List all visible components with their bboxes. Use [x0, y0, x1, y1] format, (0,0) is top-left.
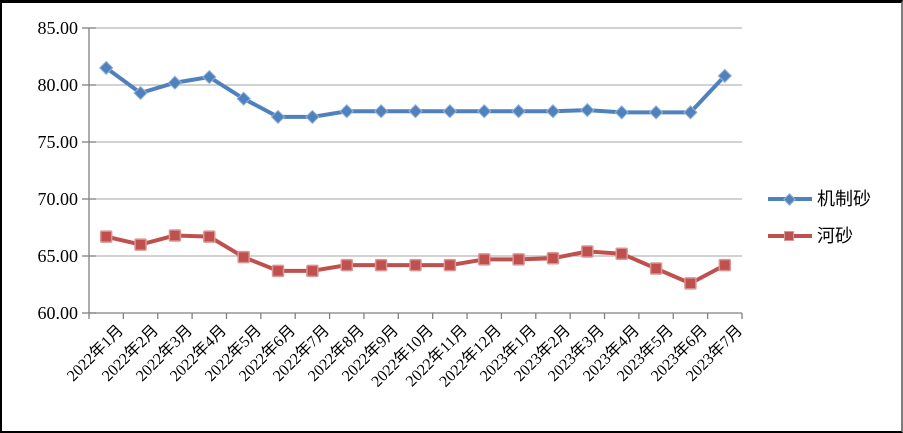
- data-point-marker: [717, 68, 733, 84]
- data-point-marker: [477, 253, 491, 266]
- line-chart-plot: [82, 27, 743, 319]
- data-point-marker: [134, 238, 147, 251]
- data-point-marker: [648, 105, 664, 120]
- data-point-marker: [615, 247, 628, 260]
- legend-label-river-sand: 河砂: [817, 226, 853, 246]
- data-point-marker: [202, 69, 217, 85]
- data-point-marker: [203, 230, 216, 243]
- data-point-marker: [99, 230, 113, 243]
- data-point-marker: [236, 91, 251, 106]
- data-point-marker: [271, 264, 285, 278]
- data-point-marker: [683, 105, 698, 120]
- data-point-marker: [511, 104, 526, 119]
- legend-square-marker-icon: [768, 225, 812, 247]
- data-point-marker: [546, 252, 560, 265]
- data-point-marker: [340, 258, 354, 272]
- data-point-marker: [373, 104, 389, 119]
- data-point-marker: [237, 250, 250, 264]
- legend-diamond-marker-icon: [768, 188, 812, 210]
- data-point-marker: [718, 258, 732, 272]
- data-point-marker: [168, 229, 182, 242]
- data-point-marker: [581, 245, 594, 258]
- data-point-marker: [374, 258, 388, 272]
- data-point-marker: [442, 104, 458, 119]
- data-point-marker: [305, 109, 320, 125]
- data-point-marker: [684, 277, 697, 290]
- legend-item-machine-sand: 机制砂: [768, 188, 871, 210]
- data-point-marker: [409, 258, 422, 272]
- data-point-marker: [408, 104, 423, 119]
- data-point-marker: [580, 102, 595, 118]
- y-axis-tick-label: 85.00: [37, 18, 79, 38]
- data-point-marker: [270, 109, 286, 125]
- data-point-marker: [512, 253, 525, 266]
- data-point-marker: [98, 60, 114, 76]
- y-axis-tick-label: 70.00: [37, 189, 79, 209]
- y-axis-tick-label: 75.00: [37, 132, 79, 152]
- data-point-marker: [133, 85, 148, 101]
- data-point-marker: [545, 104, 561, 119]
- y-axis-tick-label: 60.00: [37, 303, 79, 323]
- legend-item-river-sand: 河砂: [768, 225, 871, 247]
- data-point-marker: [614, 105, 629, 120]
- data-point-marker: [477, 104, 492, 119]
- data-point-marker: [339, 104, 354, 119]
- y-axis-tick-label: 65.00: [37, 246, 79, 266]
- data-point-marker: [649, 262, 663, 275]
- data-point-marker: [443, 258, 457, 272]
- data-point-marker: [306, 264, 319, 278]
- y-axis-tick-label: 80.00: [37, 75, 79, 95]
- legend-label-machine-sand: 机制砂: [817, 189, 871, 209]
- legend: 机制砂 河砂: [768, 188, 871, 247]
- data-point-marker: [167, 75, 183, 90]
